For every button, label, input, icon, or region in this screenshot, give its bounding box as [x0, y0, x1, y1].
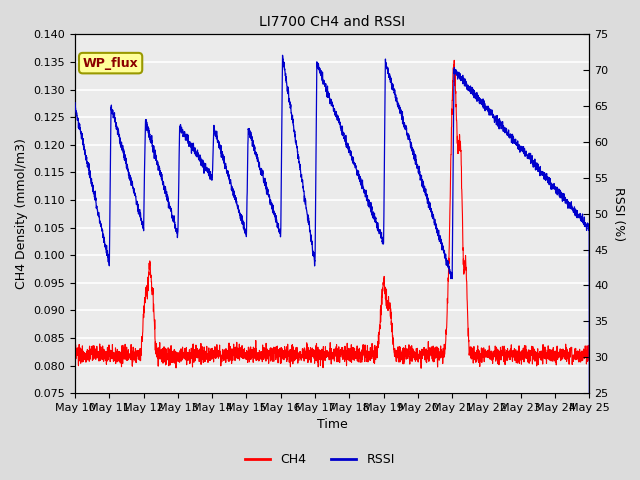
Legend: CH4, RSSI: CH4, RSSI [240, 448, 400, 471]
Text: WP_flux: WP_flux [83, 57, 138, 70]
X-axis label: Time: Time [317, 419, 348, 432]
Y-axis label: CH4 Density (mmol/m3): CH4 Density (mmol/m3) [15, 138, 28, 289]
Title: LI7700 CH4 and RSSI: LI7700 CH4 and RSSI [259, 15, 405, 29]
Y-axis label: RSSI (%): RSSI (%) [612, 187, 625, 241]
